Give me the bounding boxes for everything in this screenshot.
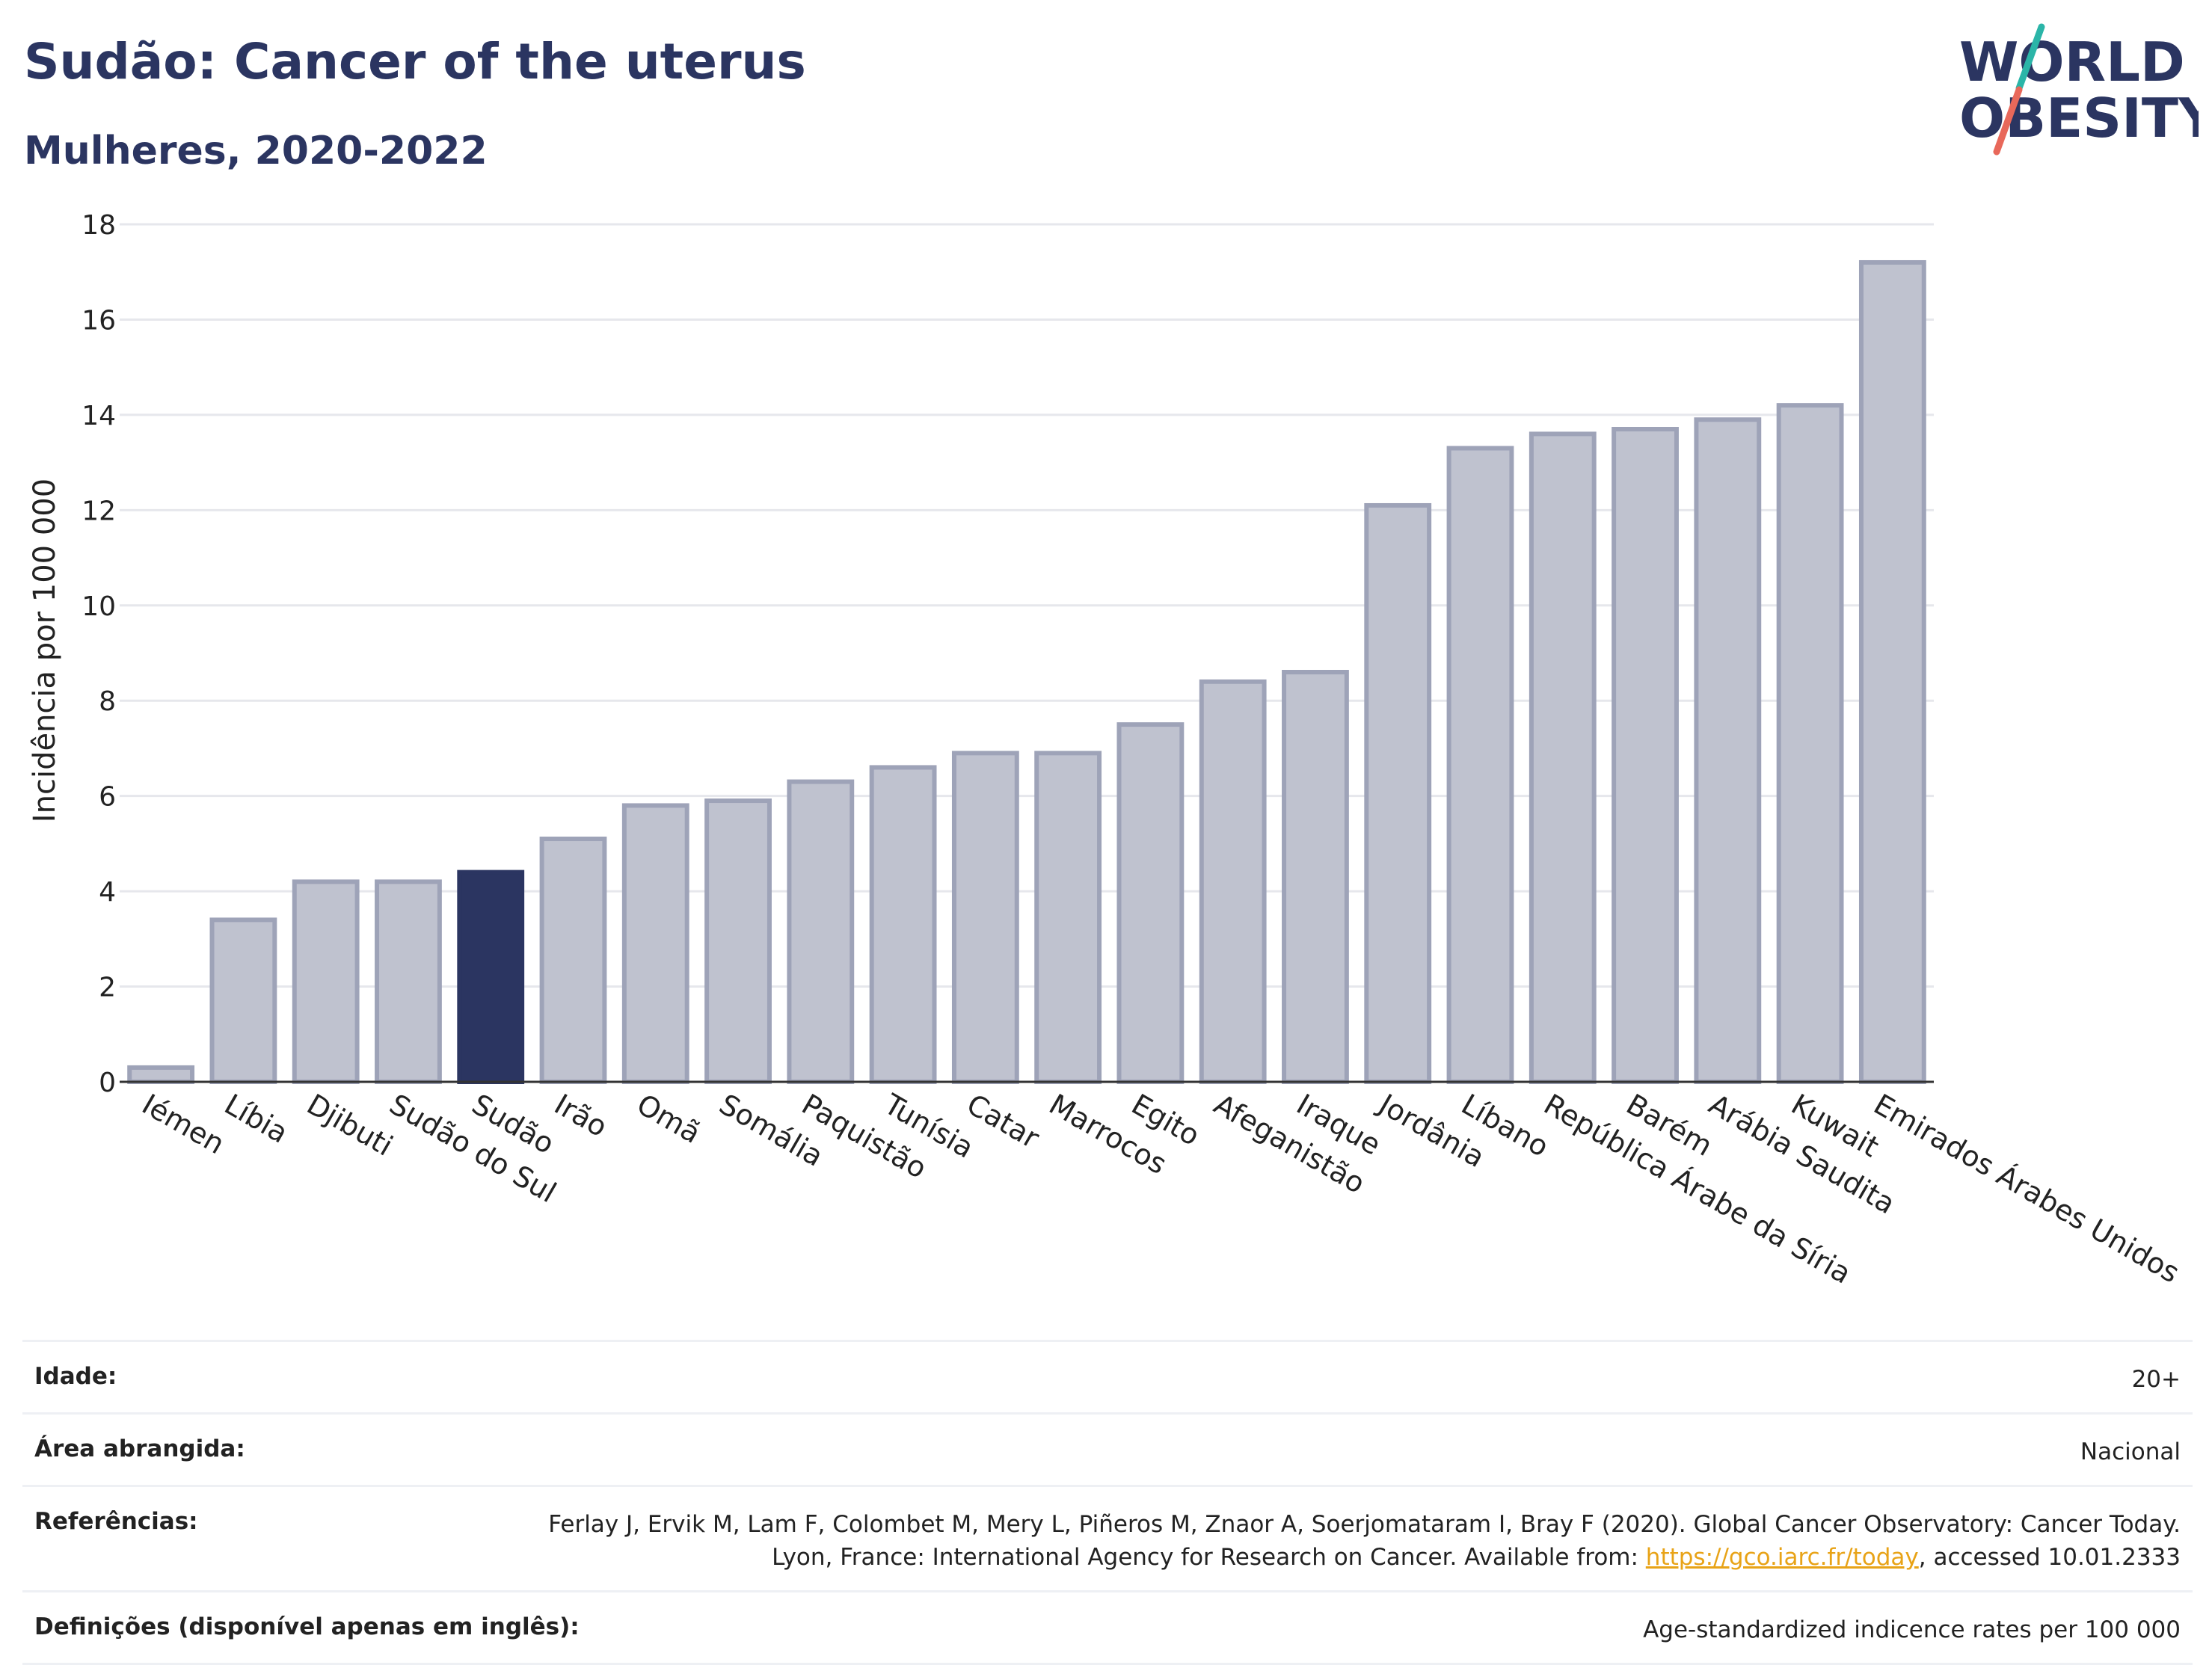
y-tick-label: 18 xyxy=(82,210,116,241)
y-axis-label: Incidência por 100 000 xyxy=(28,478,62,822)
bar xyxy=(1364,502,1432,1084)
bar xyxy=(1612,427,1679,1084)
meta-label: Definições (disponível apenas em inglês)… xyxy=(34,1613,580,1640)
metadata-table: Idade: 20+ Área abrangida: Nacional Refe… xyxy=(22,1340,2193,1665)
x-tick-label: Líbia xyxy=(219,1088,294,1150)
meta-value: Ferlay J, Ervik M, Lam F, Colombet M, Me… xyxy=(535,1508,2181,1574)
y-tick-label: 14 xyxy=(82,401,116,431)
bar xyxy=(704,798,772,1085)
x-tick-label: Iémen xyxy=(137,1088,230,1161)
meta-row-age: Idade: 20+ xyxy=(22,1340,2193,1412)
meta-value: Nacional xyxy=(2080,1438,2181,1465)
meta-row-area: Área abrangida: Nacional xyxy=(22,1412,2193,1485)
bar xyxy=(1529,431,1597,1084)
bar xyxy=(1776,403,1844,1084)
bar xyxy=(951,751,1019,1084)
reference-text: Ferlay J, Ervik M, Lam F, Colombet M, Me… xyxy=(548,1511,2181,1571)
meta-label: Área abrangida: xyxy=(34,1435,245,1462)
meta-value: 20+ xyxy=(2131,1366,2181,1393)
x-tick-label: Omã xyxy=(631,1088,706,1150)
reference-link[interactable]: https://gco.iarc.fr/today xyxy=(1645,1544,1919,1571)
y-tick-label: 10 xyxy=(82,591,116,622)
logo-slash-coral-icon xyxy=(1993,86,2023,156)
y-tick-label: 6 xyxy=(99,782,116,813)
chart-title: Sudão: Cancer of the uterus xyxy=(24,33,806,90)
bar xyxy=(127,1065,195,1084)
logo-slash-teal-icon xyxy=(2015,23,2045,92)
bar xyxy=(1034,751,1102,1084)
bar xyxy=(209,917,277,1085)
meta-value: Age-standardized indicence rates per 100… xyxy=(1643,1616,2181,1643)
y-tick-label: 12 xyxy=(82,496,116,526)
bar xyxy=(457,870,525,1084)
bar xyxy=(1694,417,1762,1084)
x-tick-label: Emirados Árabes Unidos xyxy=(1868,1088,2185,1290)
meta-row-definitions: Definições (disponível apenas em inglês)… xyxy=(22,1590,2193,1665)
bar xyxy=(1282,669,1349,1084)
bar xyxy=(1199,679,1267,1084)
y-tick-label: 2 xyxy=(99,973,116,1003)
meta-row-references: Referências: Ferlay J, Ervik M, Lam F, C… xyxy=(22,1485,2193,1590)
x-tick-label: Irão xyxy=(549,1088,613,1144)
bar xyxy=(1446,446,1514,1084)
meta-label: Referências: xyxy=(34,1508,198,1535)
y-tick-label: 4 xyxy=(99,877,116,908)
bar xyxy=(539,837,607,1085)
y-tick-label: 16 xyxy=(82,305,116,336)
y-tick-label: 0 xyxy=(99,1068,116,1098)
chart-subtitle: Mulheres, 2020-2022 xyxy=(24,129,488,173)
y-tick-labels: 0 2 4 6 8 10 12 14 16 18 xyxy=(82,210,116,1098)
y-tick-label: 8 xyxy=(99,686,116,717)
logo-text-world: WORLD xyxy=(1959,31,2185,93)
bar xyxy=(1858,259,1926,1084)
bar xyxy=(869,765,937,1085)
bars xyxy=(127,259,1926,1085)
bar xyxy=(1116,722,1185,1084)
reference-accessed: , accessed 10.01.2333 xyxy=(1918,1544,2181,1571)
bar xyxy=(621,803,689,1085)
bar xyxy=(787,779,855,1085)
world-obesity-logo: WORLD OBESITY xyxy=(1959,23,2199,156)
meta-label: Idade: xyxy=(34,1363,117,1390)
x-tick-label: Djibuti xyxy=(301,1088,398,1163)
bar xyxy=(375,879,442,1085)
bar xyxy=(292,879,360,1085)
